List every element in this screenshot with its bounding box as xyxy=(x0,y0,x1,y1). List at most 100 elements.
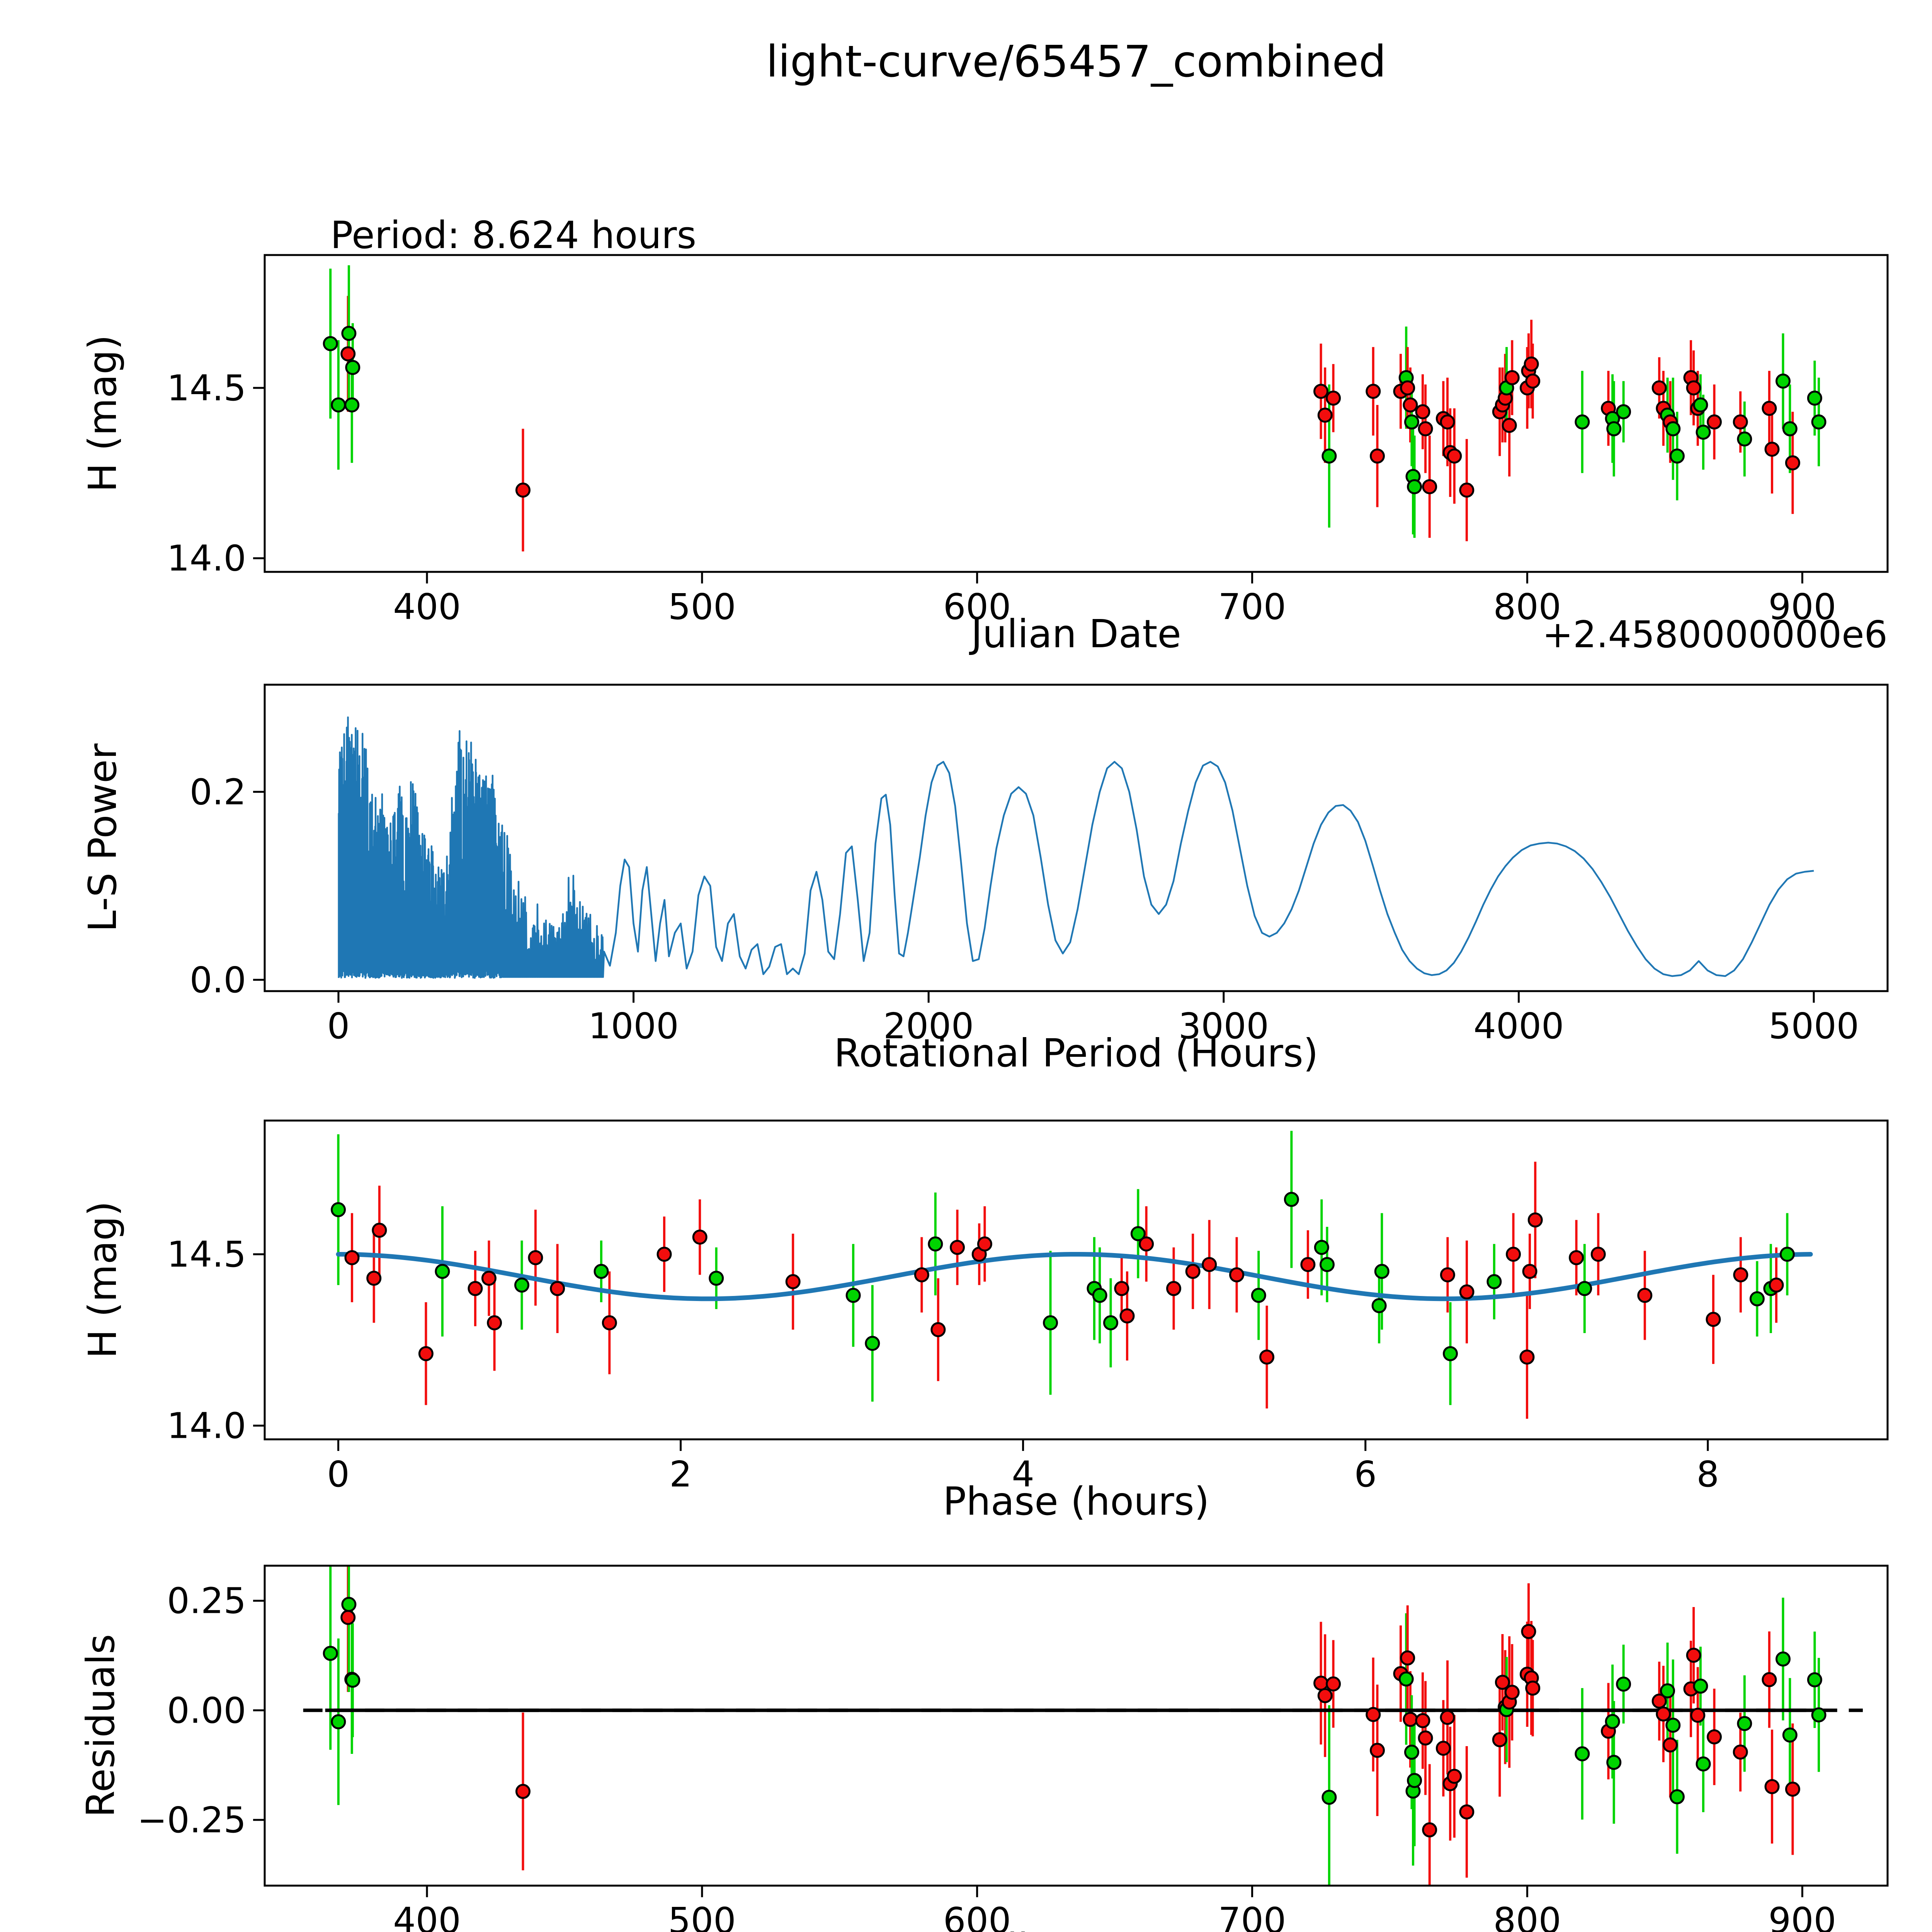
x-axis-label-light-curve: Julian Date xyxy=(969,611,1181,656)
data-point xyxy=(1139,1236,1154,1252)
y-tick-label: 0.0 xyxy=(190,959,246,1001)
data-point xyxy=(1782,1727,1798,1743)
panel-light-curve: 400 500 600 700 800 900 14.0 14.5 Period: 8.624… xyxy=(80,213,1889,656)
data-point xyxy=(468,1281,483,1296)
data-point xyxy=(1369,448,1385,464)
x-tick-label: 800 xyxy=(1493,586,1561,628)
data-point xyxy=(1665,1718,1681,1733)
data-point xyxy=(1656,1706,1671,1722)
data-point xyxy=(1403,397,1418,413)
data-point xyxy=(1785,1781,1800,1797)
data-point xyxy=(1486,1274,1502,1289)
axes-frame xyxy=(264,684,1889,992)
data-point xyxy=(1527,1212,1543,1228)
data-point xyxy=(515,1784,531,1799)
x-tick-label: 5000 xyxy=(1769,1005,1859,1047)
x-tick-label: 2000 xyxy=(883,1005,974,1047)
data-point xyxy=(487,1315,502,1330)
x-tick-label: 500 xyxy=(668,586,736,628)
y-tick-label: 14.0 xyxy=(167,538,246,579)
data-point xyxy=(1447,448,1462,464)
data-point xyxy=(709,1270,724,1286)
data-point xyxy=(1284,1192,1299,1207)
figure-title: light-curve/65457_combined xyxy=(766,37,1386,87)
data-point xyxy=(366,1270,382,1286)
data-point xyxy=(340,346,356,362)
data-point xyxy=(1605,1714,1620,1729)
data-point xyxy=(1403,1712,1418,1727)
data-point xyxy=(1418,1730,1433,1746)
axes-frame xyxy=(264,1565,1889,1887)
data-point xyxy=(1502,418,1517,433)
x-tick-label: 4 xyxy=(1012,1454,1034,1495)
data-point xyxy=(1166,1281,1182,1296)
y-axis-label-light-curve: H (mag) xyxy=(80,335,125,492)
data-point xyxy=(331,1714,346,1730)
data-point xyxy=(1400,1650,1415,1666)
data-point xyxy=(1202,1257,1217,1272)
data-point xyxy=(1326,390,1341,406)
data-point xyxy=(1779,1247,1795,1262)
data-point xyxy=(1422,1822,1437,1838)
sinusoid-fit-curve xyxy=(336,1252,1813,1301)
data-point xyxy=(323,1646,338,1661)
data-point xyxy=(345,1672,361,1688)
data-point xyxy=(1616,1676,1631,1692)
data-point xyxy=(1707,1729,1722,1745)
panel-periodogram: 0 1000 2000 3000 4000 5000 0.0 0.2 L-S Power Ro… xyxy=(80,684,1889,1076)
data-point xyxy=(1775,373,1791,389)
data-point xyxy=(1374,1264,1389,1279)
data-point xyxy=(1525,373,1541,389)
data-point xyxy=(656,1247,672,1262)
data-point xyxy=(1313,384,1329,399)
x-tick-label: 600 xyxy=(943,586,1011,628)
data-point xyxy=(435,1264,450,1279)
period-annotation: Period: 8.624 hours xyxy=(330,213,696,257)
data-point xyxy=(1769,1277,1784,1293)
data-point xyxy=(950,1240,965,1255)
data-point xyxy=(1506,1247,1521,1262)
data-point xyxy=(341,1597,357,1612)
data-point xyxy=(1043,1315,1058,1330)
axes-frame xyxy=(264,1119,1889,1440)
data-point xyxy=(372,1223,387,1238)
data-point xyxy=(1130,1226,1146,1242)
data-point xyxy=(345,360,361,375)
data-point xyxy=(594,1264,609,1279)
data-point xyxy=(1092,1287,1107,1303)
data-point xyxy=(1522,1264,1537,1279)
data-point xyxy=(1492,1732,1507,1747)
data-point xyxy=(1300,1257,1316,1272)
x-tick-label: 700 xyxy=(1218,586,1286,628)
data-point xyxy=(1404,1745,1419,1760)
data-point xyxy=(1521,1624,1536,1639)
data-point xyxy=(1775,1651,1791,1667)
x-tick-label: 1000 xyxy=(588,1005,679,1047)
data-point xyxy=(1686,1648,1701,1663)
data-point xyxy=(1314,1240,1329,1255)
data-point xyxy=(1366,384,1381,399)
data-point xyxy=(1764,1779,1780,1794)
data-point xyxy=(1119,1308,1135,1324)
y-tick-label: 14.5 xyxy=(167,1234,246,1275)
data-point xyxy=(550,1281,565,1296)
data-point xyxy=(1459,482,1475,498)
data-point xyxy=(865,1336,880,1351)
data-point xyxy=(1319,1257,1335,1272)
x-tick-label: 2 xyxy=(669,1454,692,1495)
data-point xyxy=(930,1322,946,1337)
x-tick-label: 800 xyxy=(1493,1900,1561,1932)
x-tick-label: 3000 xyxy=(1179,1005,1269,1047)
data-point xyxy=(331,397,346,413)
data-point xyxy=(1616,404,1631,420)
data-point xyxy=(928,1236,943,1252)
data-point xyxy=(1398,1671,1414,1687)
data-point xyxy=(1407,479,1422,495)
data-point xyxy=(1651,1693,1667,1709)
data-point xyxy=(1440,1267,1455,1282)
data-point xyxy=(1577,1281,1592,1296)
data-point xyxy=(1696,424,1711,440)
data-point xyxy=(692,1230,707,1245)
data-point xyxy=(1637,1287,1653,1303)
